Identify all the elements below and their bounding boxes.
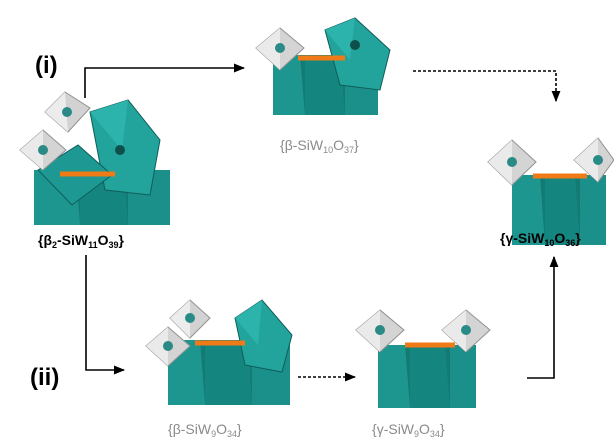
- caption-beta-siw9o34: {β-SiW9O34}: [168, 421, 242, 439]
- arrow-gamma9-to-gamma10: [527, 255, 559, 379]
- structure-beta2-siw11o39: [19, 91, 170, 225]
- structure-gamma-siw10o36: [487, 137, 614, 245]
- arrow-route-i: [84, 63, 246, 98]
- route-i-label: (i): [35, 52, 58, 79]
- structure-beta-siw10o37: [255, 17, 391, 115]
- caption-beta2-siw11o39: {β2-SiW11O39}: [38, 232, 124, 250]
- caption-gamma-siw10o36: {γ-SiW10O36}: [500, 230, 581, 248]
- route-ii-label: (ii): [30, 364, 60, 391]
- caption-gamma-siw9o34: {γ-SiW9O34}: [372, 421, 445, 439]
- arrow-route-ii: [85, 255, 126, 375]
- caption-beta-siw10o37: {β-SiW10O37}: [280, 137, 359, 155]
- structure-gamma-siw9o34: [355, 309, 491, 408]
- structure-beta-siw9o34: [145, 299, 293, 405]
- arrow-beta10-to-gamma10: [413, 70, 561, 103]
